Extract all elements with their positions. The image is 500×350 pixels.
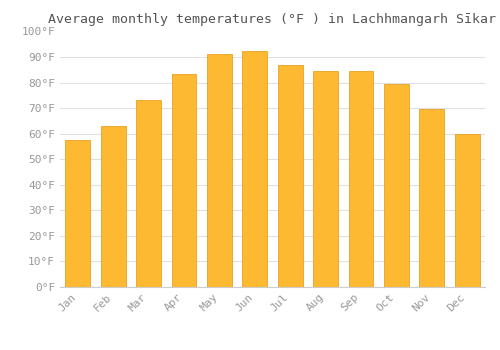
Bar (100, 126, 126, 287)
Bar (136, 100, 161, 287)
Bar (66, 140, 90, 287)
Bar (348, 71, 374, 287)
Bar (420, 110, 444, 287)
Bar (278, 65, 302, 287)
Bar (172, 74, 196, 287)
Bar (207, 55, 232, 287)
Bar (384, 84, 409, 287)
Title: Average monthly temperatures (°F ) in Lachhmangarh Sīkar: Average monthly temperatures (°F ) in La… (48, 13, 496, 26)
Bar (313, 71, 338, 287)
Bar (455, 134, 479, 287)
Bar (242, 51, 267, 287)
